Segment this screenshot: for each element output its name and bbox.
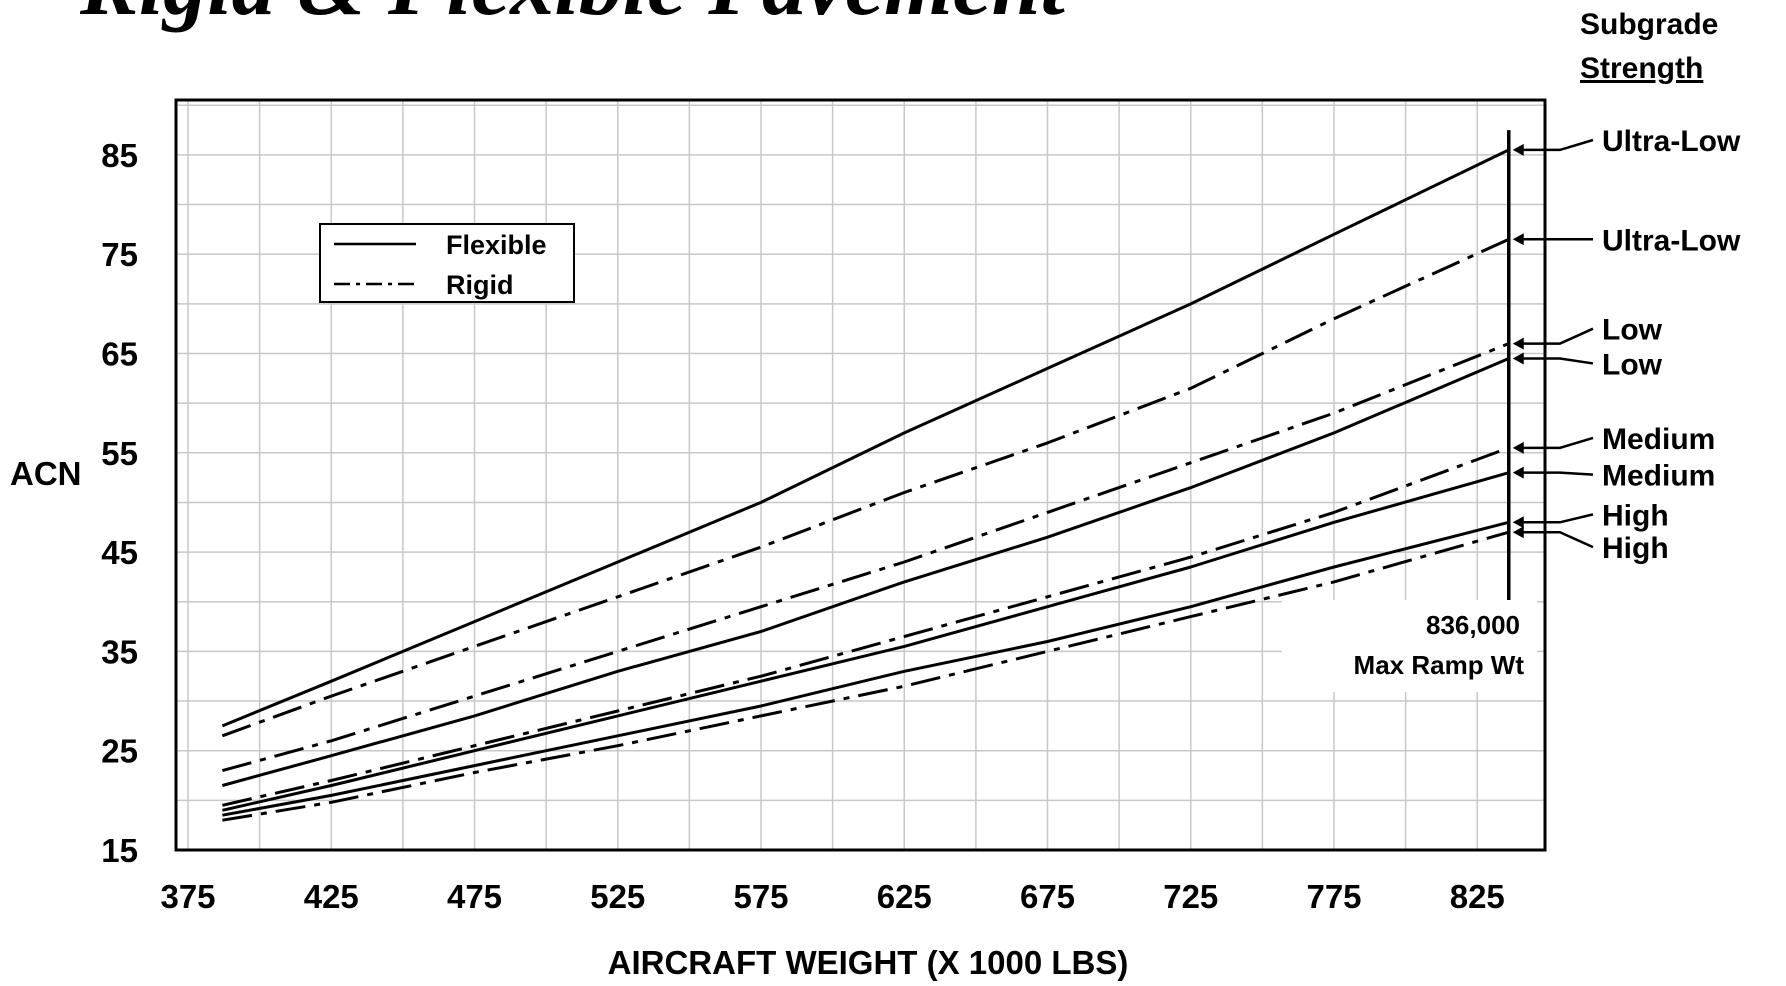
series-line-4 (222, 357, 1510, 787)
series-label-5: Medium (1602, 423, 1715, 456)
chart-title: Rigid & Flexible Pavement (79, 0, 1068, 34)
series-label-7: High (1602, 499, 1669, 532)
legend: Flexible Rigid (319, 223, 575, 303)
y-tick-label: 45 (101, 534, 138, 571)
series-label-8: High (1602, 532, 1669, 565)
legend-rigid-label: Rigid (446, 270, 514, 300)
max-weight-value: 836,000 (1426, 610, 1520, 640)
series-leader-3 (1520, 327, 1594, 345)
x-tick-label: 625 (877, 878, 932, 915)
series-line-6 (222, 471, 1510, 812)
x-tick-label: 375 (160, 878, 215, 915)
x-tick-label: 825 (1450, 878, 1505, 915)
series-leader-7 (1520, 513, 1594, 524)
series-arrowhead-1 (1512, 143, 1524, 156)
series-label-1: Ultra-Low (1602, 125, 1741, 158)
series-arrowhead-7 (1512, 516, 1524, 529)
legend-flexible-label: Flexible (446, 230, 547, 260)
series-arrowhead-8 (1512, 526, 1524, 539)
legend-box (319, 223, 575, 303)
x-tick-label: 425 (304, 878, 359, 915)
grid (176, 100, 1545, 850)
strength-header: Strength (1580, 52, 1703, 85)
series-line-5 (222, 446, 1510, 807)
plot-frame (174, 98, 1547, 852)
y-tick-label: 15 (101, 832, 138, 869)
x-tick-label: 675 (1020, 878, 1075, 915)
series-leader-8 (1520, 530, 1594, 549)
series-leader-1 (1520, 138, 1594, 152)
y-tick-label: 55 (101, 435, 138, 472)
series-line-1 (221, 148, 1510, 728)
series-line-2 (221, 237, 1510, 738)
x-tick-label: 725 (1163, 878, 1218, 915)
series-line-7 (222, 520, 1510, 817)
max-weight-caption: Max Ramp Wt (1354, 650, 1525, 680)
max-ramp-weight: 836,000 Max Ramp Wt (1282, 130, 1537, 692)
series-label-6: Medium (1602, 460, 1715, 493)
series-arrowhead-6 (1512, 466, 1524, 479)
y-tick-label: 35 (101, 633, 138, 670)
series-arrowhead-3 (1512, 337, 1524, 350)
series-line-8 (222, 530, 1510, 822)
subgrade-header: Subgrade (1580, 8, 1718, 41)
y-tick-label: 25 (101, 733, 138, 770)
series-label-3: Low (1602, 314, 1663, 347)
series-arrowhead-5 (1512, 441, 1524, 454)
x-tick-label: 525 (590, 878, 645, 915)
x-tick-label: 775 (1306, 878, 1361, 915)
series-leader-5 (1520, 436, 1594, 450)
tick-labels: 375 425 475 525 575 625 675 725 775 825 15 25 35 45 55… (101, 137, 1505, 915)
series-label-4: Low (1602, 348, 1663, 381)
series-line-3 (222, 342, 1510, 773)
x-tick-label: 475 (447, 878, 502, 915)
x-axis-label: AIRCRAFT WEIGHT (X 1000 LBS) (608, 944, 1129, 981)
y-tick-label: 65 (101, 336, 138, 373)
y-tick-label: 75 (101, 236, 138, 273)
max-weight-label-bg (1282, 600, 1537, 692)
series-leader-6 (1520, 471, 1594, 476)
x-tick-label: 575 (733, 878, 788, 915)
series-label-2: Ultra-Low (1602, 224, 1741, 257)
series-group (221, 148, 1510, 822)
y-axis-label: ACN (10, 455, 82, 492)
y-tick-label: 85 (101, 137, 138, 174)
series-leader-4 (1520, 357, 1594, 365)
series-arrowhead-4 (1512, 352, 1524, 365)
series-arrowhead-2 (1512, 233, 1524, 246)
